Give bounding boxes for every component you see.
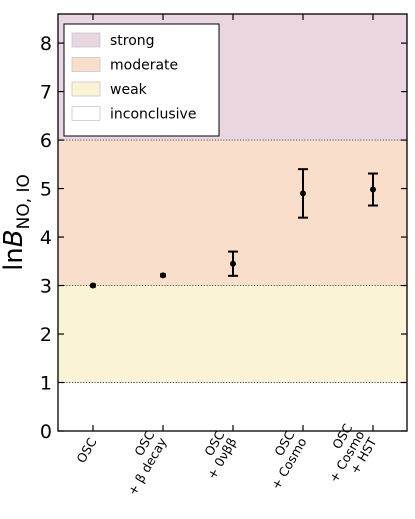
legend-item-strong: strong — [71, 32, 155, 49]
data-points — [90, 168, 378, 289]
x-tick-label: OSC — [73, 435, 99, 466]
evidence-bands — [58, 14, 407, 431]
y-tick-label: 1 — [40, 373, 52, 395]
legend-label: strong — [110, 33, 155, 49]
y-axis-label: lnBNO, IO — [0, 174, 34, 271]
x-tick-label: OSC+ β decay — [113, 427, 170, 497]
data-point — [368, 172, 378, 207]
x-tick-label: OSC+ Cosmo — [256, 428, 310, 492]
legend: strong moderate weak inconclusive — [63, 23, 220, 137]
band-boundary-lines — [58, 139, 407, 383]
y-tick-label: 8 — [40, 33, 52, 55]
legend-item-weak: weak — [71, 81, 148, 98]
band-weak — [58, 285, 407, 383]
y-tick-label: 6 — [40, 130, 52, 152]
data-point — [160, 272, 166, 279]
legend-label: inconclusive — [110, 107, 196, 123]
legend-swatch — [71, 81, 101, 97]
data-point — [90, 282, 96, 289]
legend-swatch — [71, 106, 101, 121]
band-inconclusive — [58, 382, 407, 431]
legend-label: moderate — [110, 58, 178, 74]
y-tick-label: 3 — [40, 276, 52, 298]
legend-item-moderate: moderate — [71, 57, 178, 74]
y-axis-ticks: 0 1 2 3 4 5 6 7 8 — [40, 33, 407, 443]
x-tick-label: OSC+ 0νββ — [192, 428, 240, 482]
legend-item-inconclusive: inconclusive — [71, 106, 196, 123]
legend-swatch — [71, 32, 101, 48]
point-marker — [230, 260, 236, 267]
point-marker — [160, 272, 166, 279]
y-tick-label: 4 — [40, 227, 52, 249]
point-marker — [300, 190, 306, 197]
y-tick-label: 7 — [40, 82, 52, 104]
y-tick-label: 2 — [40, 324, 52, 346]
data-point — [228, 250, 238, 277]
legend-label: weak — [110, 82, 148, 98]
point-marker — [90, 282, 96, 289]
legend-swatch — [71, 57, 101, 72]
data-point — [298, 168, 308, 219]
point-marker — [370, 186, 376, 193]
y-tick-label: 5 — [40, 179, 52, 201]
y-tick-label: 0 — [40, 421, 52, 443]
